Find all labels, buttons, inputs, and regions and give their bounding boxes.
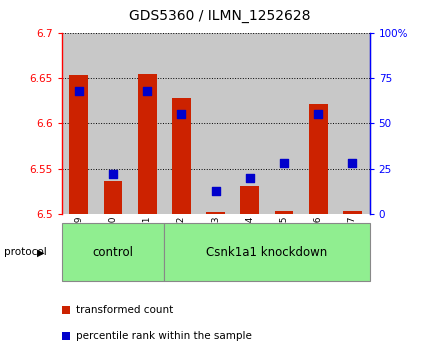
Point [315,111,322,117]
Bar [309,104,328,214]
Text: GDS5360 / ILMN_1252628: GDS5360 / ILMN_1252628 [129,9,311,23]
Bar [172,98,191,214]
Point [178,111,185,117]
Point [212,188,219,193]
Bar [62,33,96,214]
Bar [240,186,259,214]
Point [246,175,253,181]
Bar [103,181,122,214]
Bar [267,33,301,214]
Text: transformed count: transformed count [76,305,173,315]
Point [143,88,150,94]
Bar [275,211,293,214]
Bar [335,33,370,214]
Text: ▶: ▶ [37,247,45,257]
Bar [343,211,362,214]
Bar [301,33,335,214]
Bar [206,212,225,214]
Point [110,171,117,177]
Bar [130,33,164,214]
Point [281,160,288,166]
Text: control: control [92,246,133,259]
Bar [198,33,233,214]
Bar [138,73,157,214]
Point [75,88,82,94]
Text: protocol: protocol [4,247,47,257]
Point [349,160,356,166]
Text: percentile rank within the sample: percentile rank within the sample [76,331,252,341]
Text: Csnk1a1 knockdown: Csnk1a1 knockdown [206,246,327,259]
Bar [70,76,88,214]
Bar [233,33,267,214]
Bar [164,33,198,214]
Bar [96,33,130,214]
